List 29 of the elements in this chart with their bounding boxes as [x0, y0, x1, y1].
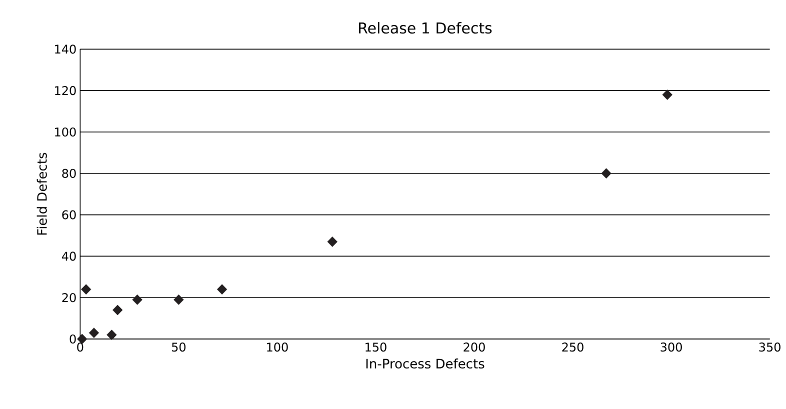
x-axis-title: In-Process Defects — [366, 358, 484, 368]
x-tick-label: 300 — [660, 342, 682, 352]
point — [216, 284, 228, 294]
y-tick-label: 0 — [70, 334, 76, 344]
point — [601, 168, 612, 178]
y-tick-label: 40 — [62, 252, 76, 261]
y-tick-label: 60 — [62, 210, 76, 220]
y-tick-label: 80 — [62, 168, 76, 178]
point — [132, 294, 142, 305]
x-tick-label: 100 — [267, 342, 288, 352]
point — [81, 284, 92, 294]
y-axis-title: Field Defects — [36, 152, 47, 235]
point — [112, 304, 123, 316]
point — [88, 328, 100, 338]
x-tick-label: 50 — [172, 342, 186, 352]
y-tick-label: 120 — [55, 86, 76, 96]
point — [662, 89, 672, 100]
x-tick-label: 350 — [759, 342, 780, 352]
point — [327, 236, 338, 247]
x-tick-label: 0 — [77, 342, 84, 352]
point — [174, 294, 184, 305]
x-tick-label: 200 — [464, 342, 485, 352]
chart-title: Release 1 Defects — [359, 22, 492, 34]
y-tick-label: 140 — [55, 44, 76, 54]
y-tick-label: 20 — [62, 292, 76, 302]
x-tick-label: 250 — [562, 342, 584, 352]
x-tick-label: 150 — [366, 342, 386, 352]
y-tick-label: 100 — [55, 127, 76, 136]
point — [106, 330, 117, 340]
